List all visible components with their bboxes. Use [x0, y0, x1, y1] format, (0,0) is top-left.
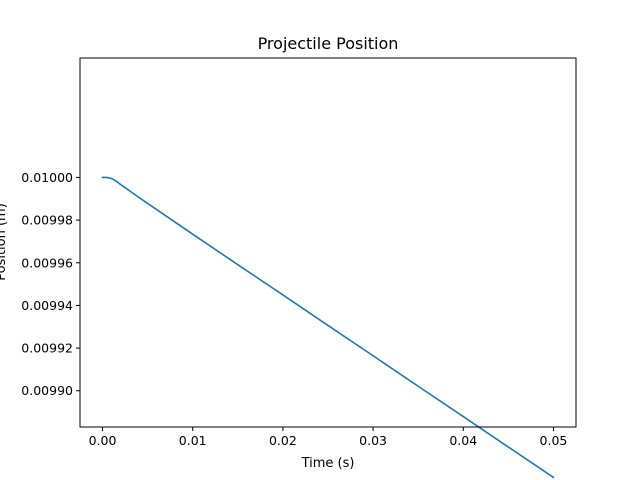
y-tick-label: 0.00992: [21, 341, 73, 356]
x-tick-label: 0.01: [179, 433, 207, 448]
y-axis: 0.00990 0.00992 0.00994 0.00996 0.00998 0.010…: [21, 170, 80, 398]
x-tick-label: 0.00: [89, 433, 117, 448]
y-tick-label: 0.00994: [21, 298, 73, 313]
x-tick-label: 0.03: [359, 433, 387, 448]
x-axis-label: Time (s): [301, 456, 355, 471]
x-tick-label: 0.02: [269, 433, 297, 448]
y-tick-label: 0.00996: [21, 255, 73, 270]
y-tick-label: 0.00998: [21, 213, 73, 228]
chart-title: Projectile Position: [258, 34, 399, 53]
plot-area: [101, 176, 555, 479]
y-tick-label: 0.01000: [21, 170, 73, 185]
y-axis-label: Position (m): [0, 203, 9, 281]
x-tick-label: 0.04: [449, 433, 477, 448]
plot-frame: [79, 57, 577, 428]
x-axis: 0.00 0.01 0.02 0.03 0.04 0.05: [89, 427, 568, 448]
x-tick-label: 0.05: [540, 433, 568, 448]
y-tick-label: 0.00990: [21, 383, 73, 398]
series-line: [101, 176, 555, 479]
